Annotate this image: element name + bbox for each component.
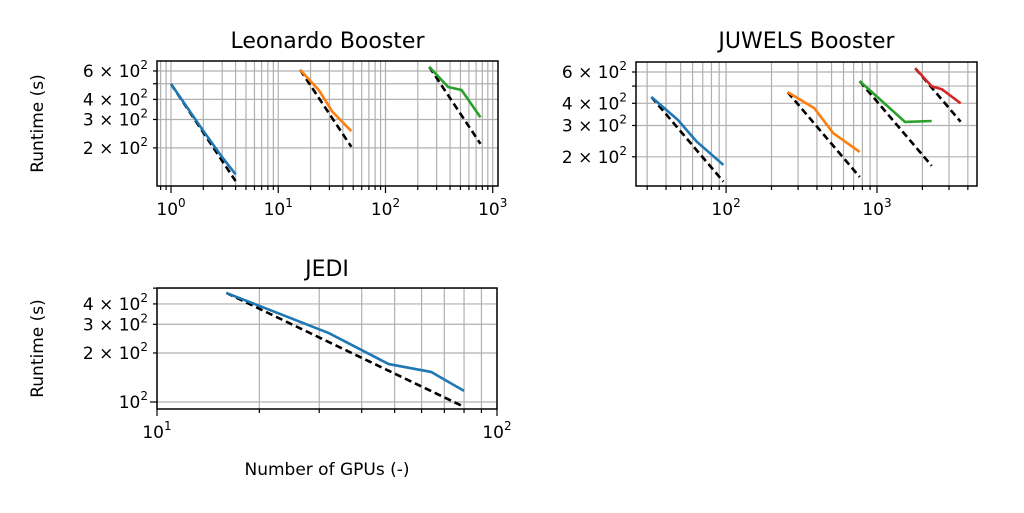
tick-exponent: 2 <box>140 86 148 100</box>
tick-base: 10 <box>156 200 178 220</box>
x-tick-label: 101 <box>142 419 171 443</box>
subplot-title: JEDI <box>303 257 349 282</box>
tick-mantissa: 10 <box>119 393 141 413</box>
grid <box>632 62 977 193</box>
ideal-scaling-line-3 <box>428 66 482 145</box>
tick-exponent: 2 <box>619 90 627 104</box>
subplot-title: Leonardo Booster <box>230 29 425 54</box>
series-line-1 <box>650 96 725 166</box>
ideal-scaling-line-3 <box>858 80 933 167</box>
tick-mantissa: 2 × 10 <box>83 344 141 364</box>
tick-exponent: 2 <box>619 113 627 127</box>
tick-base: 10 <box>711 200 733 220</box>
tick-mantissa: 3 × 10 <box>83 110 141 130</box>
y-tick-label: 6 × 102 <box>562 59 627 83</box>
tick-mantissa: 6 × 10 <box>562 63 620 83</box>
x-tick-label: 102 <box>371 196 400 220</box>
tick-exponent: 1 <box>164 419 172 433</box>
x-tick-label: 102 <box>482 419 511 443</box>
y-tick-label: 102 <box>119 389 148 413</box>
tick-base: 10 <box>142 423 164 443</box>
series-line-2 <box>299 68 353 133</box>
x-axis-label: Number of GPUs (-) <box>244 460 409 480</box>
tick-mantissa: 4 × 10 <box>562 94 620 114</box>
y-tick-label: 4 × 102 <box>562 90 627 114</box>
tick-exponent: 2 <box>619 144 627 158</box>
series-line-1 <box>225 291 465 393</box>
tick-base: 10 <box>478 200 500 220</box>
tick-mantissa: 4 × 10 <box>83 295 141 315</box>
y-tick-label: 6 × 102 <box>83 58 148 82</box>
tick-exponent: 2 <box>140 340 148 354</box>
y-tick-label: 3 × 102 <box>83 106 148 130</box>
tick-exponent: 0 <box>178 196 186 210</box>
axes-frame <box>156 287 498 410</box>
y-axis-label: Runtime (s) <box>28 299 48 398</box>
tick-base: 10 <box>862 200 884 220</box>
ideal-scaling-line-2 <box>299 69 353 148</box>
tick-mantissa: 3 × 10 <box>83 315 141 335</box>
tick-base: 10 <box>264 200 286 220</box>
y-tick-label: 2 × 102 <box>83 340 148 364</box>
y-tick-label: 3 × 102 <box>83 311 148 335</box>
grid <box>153 61 498 193</box>
tick-base: 10 <box>482 423 504 443</box>
y-tick-label: 2 × 102 <box>562 144 627 168</box>
y-tick-label: 4 × 102 <box>83 86 148 110</box>
series-line-1 <box>169 83 237 176</box>
tick-exponent: 2 <box>140 311 148 325</box>
y-tick-label: 2 × 102 <box>83 135 148 159</box>
tick-exponent: 2 <box>140 106 148 120</box>
subplot-title: JUWELS Booster <box>716 29 895 54</box>
tick-exponent: 2 <box>619 59 627 73</box>
y-axis-label: Runtime (s) <box>28 74 48 173</box>
y-tick-label: 4 × 102 <box>83 291 148 315</box>
tick-exponent: 1 <box>285 196 293 210</box>
tick-mantissa: 6 × 10 <box>83 62 141 82</box>
tick-exponent: 3 <box>500 196 508 210</box>
x-tick-label: 102 <box>711 196 740 220</box>
ideal-scaling-line-1 <box>650 96 725 183</box>
tick-exponent: 2 <box>140 389 148 403</box>
y-tick-label: 3 × 102 <box>562 113 627 137</box>
tick-exponent: 2 <box>392 196 400 210</box>
tick-exponent: 3 <box>884 196 892 210</box>
tick-exponent: 2 <box>140 135 148 149</box>
x-tick-label: 103 <box>478 196 507 220</box>
tick-exponent: 2 <box>140 58 148 72</box>
x-tick-label: 100 <box>156 196 185 220</box>
tick-exponent: 2 <box>140 291 148 305</box>
tick-mantissa: 4 × 10 <box>83 90 141 110</box>
x-tick-label: 103 <box>862 196 891 220</box>
tick-mantissa: 2 × 10 <box>562 148 620 168</box>
tick-exponent: 2 <box>733 196 741 210</box>
tick-exponent: 2 <box>504 419 512 433</box>
series-line-2 <box>787 91 861 153</box>
x-tick-label: 101 <box>264 196 293 220</box>
tick-mantissa: 2 × 10 <box>83 139 141 159</box>
tick-mantissa: 3 × 10 <box>562 117 620 137</box>
series-line-3 <box>428 66 482 118</box>
series-line-3 <box>858 80 932 124</box>
tick-base: 10 <box>371 200 393 220</box>
axes-frame <box>635 61 978 187</box>
axes-frame <box>156 60 499 187</box>
ideal-scaling-line-2 <box>786 91 861 178</box>
series-line-4 <box>914 67 962 105</box>
